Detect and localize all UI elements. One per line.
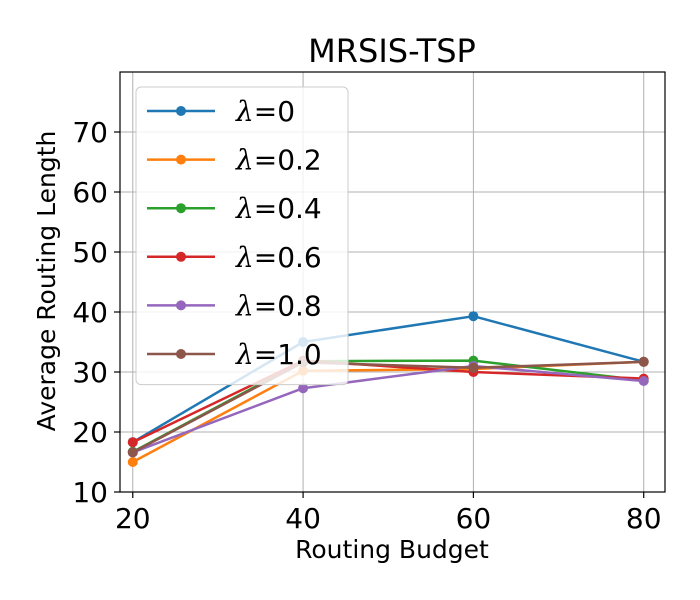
x-axis-label: Routing Budget [295,535,489,564]
x-tick-label: 20 [115,502,151,535]
y-tick-label: 70 [72,116,108,149]
legend-label: λ=0.2 [235,144,322,177]
legend-marker [176,251,186,262]
data-point [638,376,649,386]
legend-item: λ=0.8 [147,289,322,322]
legend-label: λ=0.4 [235,192,322,225]
legend-item: λ=0.6 [147,241,322,274]
data-point [127,437,138,448]
legend-label: λ=0.6 [235,241,322,274]
x-tick-label: 60 [456,502,492,535]
legend-item: λ=1.0 [147,338,322,371]
legend-marker [176,203,186,214]
data-point [638,356,649,367]
legend-marker [176,349,186,359]
series-line [132,360,644,454]
y-tick-label: 60 [72,176,108,209]
y-tick-label: 10 [72,476,108,509]
y-axis-ticks: 10 20 30 40 50 60 70 [72,116,120,509]
data-point [298,383,309,394]
x-tick-label: 80 [626,502,662,535]
legend-label: λ=1.0 [235,338,322,371]
legend-marker [176,154,186,165]
legend-marker [176,106,186,116]
data-point [127,457,138,467]
series-line [132,314,645,444]
legend-item: λ=0.2 [147,144,322,177]
chart-title: MRSIS-TSP [308,32,476,70]
y-tick-label: 40 [72,296,108,329]
legend-box [135,86,349,386]
data-point [468,311,479,322]
legend-item: λ=0 [147,95,295,128]
legend-item: λ=0.4 [147,192,322,225]
legend: λ=0 λ=0.2 λ=0.4 λ=0.6 λ=0.8 λ=1.0 [135,86,349,386]
y-tick-label: 50 [72,236,108,269]
data-point [468,362,479,373]
plot-frame [119,71,666,493]
legend-marker [176,300,186,311]
data-point [127,447,138,458]
series-line [132,364,644,454]
legend-label: λ=0 [235,95,295,128]
legend-label: λ=0.8 [235,289,322,322]
y-tick-label: 30 [72,356,108,389]
x-tick-label: 40 [285,502,321,535]
y-tick-label: 20 [72,416,108,449]
x-axis-ticks: 20 40 60 80 [115,492,662,535]
y-axis-label: Average Routing Length [32,131,61,432]
